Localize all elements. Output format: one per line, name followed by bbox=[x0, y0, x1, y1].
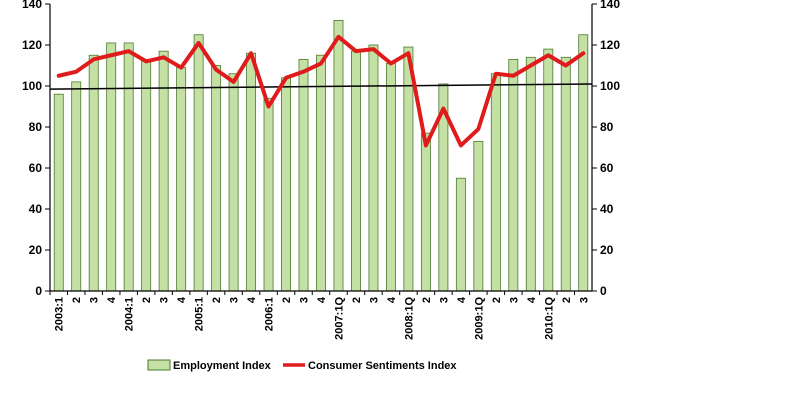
y-tick-label-right: 100 bbox=[600, 79, 620, 93]
legend-swatch-employment bbox=[147, 359, 171, 371]
bar-employment-index bbox=[351, 50, 361, 292]
y-tick-label-left: 80 bbox=[29, 120, 43, 134]
x-tick-label: 4 bbox=[176, 296, 188, 303]
line-consumer-sentiments-index bbox=[56, 34, 586, 148]
x-tick-label: 4 bbox=[316, 296, 328, 303]
x-tick-label: 3 bbox=[438, 297, 450, 303]
bar-employment-index bbox=[106, 42, 117, 292]
x-tick-label: 3 bbox=[89, 297, 101, 303]
bar-employment-index bbox=[298, 58, 309, 292]
y-tick-label-left: 0 bbox=[35, 284, 42, 298]
x-tick-label: 2006:1 bbox=[264, 297, 276, 331]
y-tick-label-right: 120 bbox=[600, 38, 620, 52]
x-tick-label: 4 bbox=[456, 296, 468, 303]
legend: Employment Index Consumer Sentiments Ind… bbox=[147, 359, 457, 372]
bar-employment-index bbox=[71, 81, 82, 292]
x-tick-label: 2 bbox=[281, 297, 293, 303]
x-tick-label: 3 bbox=[229, 297, 241, 303]
x-tick-label: 2010:1Q bbox=[543, 297, 555, 340]
x-tick-label: 2 bbox=[211, 297, 223, 303]
bar-employment-index bbox=[543, 48, 554, 292]
x-tick-label: 2 bbox=[351, 297, 363, 303]
x-tick-label: 4 bbox=[106, 296, 118, 303]
x-tick-label: 3 bbox=[299, 297, 311, 303]
line-group bbox=[56, 34, 586, 148]
x-axis-ticks: 2003:1 2 3 4 2004:1 2 3 4 2005:1 2 3 4 2006:1 2 3 4 2007… bbox=[49, 291, 590, 340]
bar-employment-index bbox=[141, 58, 152, 292]
bar-employment-index bbox=[525, 56, 536, 292]
x-tick-label: 2005:1 bbox=[194, 297, 206, 331]
y-tick-label-left: 120 bbox=[22, 38, 42, 52]
x-tick-label: 2003:1 bbox=[54, 297, 66, 331]
bar-employment-index bbox=[420, 132, 431, 292]
y-axis-left-ticks: 0 20 40 60 80 100 120 140 bbox=[22, 0, 50, 298]
bar-employment-index bbox=[88, 54, 99, 292]
y-tick-label-left: 140 bbox=[22, 0, 42, 11]
bar-employment-index bbox=[490, 73, 501, 292]
x-tick-label: 3 bbox=[508, 297, 520, 303]
legend-label-consumer-sentiments: Consumer Sentiments Index bbox=[308, 360, 457, 372]
trendline-group bbox=[49, 83, 593, 90]
x-tick-label: 2009:1Q bbox=[473, 297, 485, 340]
y-tick-label-left: 60 bbox=[29, 161, 43, 175]
bar-employment-index bbox=[263, 97, 274, 292]
bar-employment-index bbox=[508, 58, 519, 292]
trendline bbox=[49, 83, 593, 90]
x-tick-label: 2 bbox=[141, 297, 153, 303]
bar-employment-index bbox=[193, 34, 204, 292]
bar-employment-index bbox=[176, 67, 187, 292]
bar-employment-index bbox=[246, 52, 257, 292]
x-tick-label: 2 bbox=[561, 297, 573, 303]
y-tick-label-right: 60 bbox=[600, 161, 614, 175]
bar-employment-index bbox=[368, 44, 379, 292]
x-tick-label: 2004:1 bbox=[124, 297, 136, 331]
x-tick-label: 3 bbox=[368, 297, 380, 303]
x-tick-label: 2008:1Q bbox=[403, 297, 415, 340]
x-tick-label: 2 bbox=[421, 297, 433, 303]
x-tick-label: 4 bbox=[526, 296, 538, 303]
bar-employment-index bbox=[123, 42, 134, 292]
bar-employment-index bbox=[316, 54, 326, 292]
x-tick-label: 2 bbox=[491, 297, 503, 303]
legend-label-employment: Employment Index bbox=[173, 360, 272, 372]
y-tick-label-right: 0 bbox=[600, 284, 607, 298]
y-axis-right-ticks: 0 20 40 60 80 100 120 140 bbox=[592, 0, 620, 298]
bar-employment-index bbox=[455, 177, 466, 292]
bar-employment-index bbox=[281, 77, 291, 292]
bar-employment-index bbox=[473, 140, 484, 292]
x-tick-label: 2 bbox=[71, 297, 83, 303]
y-tick-label-left: 40 bbox=[29, 202, 43, 216]
x-tick-label: 3 bbox=[159, 297, 171, 303]
y-tick-label-right: 140 bbox=[600, 0, 620, 11]
bar-employment-index bbox=[578, 34, 589, 292]
bar-employment-index bbox=[211, 65, 222, 292]
axes-group bbox=[49, 4, 593, 292]
y-tick-label-left: 20 bbox=[29, 243, 43, 257]
y-tick-label-right: 20 bbox=[600, 243, 614, 257]
x-tick-label: 2007:1Q bbox=[333, 297, 345, 340]
x-tick-label: 3 bbox=[578, 297, 590, 303]
bar-employment-index bbox=[228, 73, 239, 292]
y-tick-label-left: 100 bbox=[22, 79, 42, 93]
bar-employment-index bbox=[385, 63, 396, 292]
bar-employment-index bbox=[560, 56, 571, 292]
bar-employment-index bbox=[333, 19, 344, 292]
bar-employment-index bbox=[53, 93, 64, 292]
bar-employment-index bbox=[403, 46, 414, 292]
bar-employment-index bbox=[158, 50, 169, 292]
y-tick-label-right: 40 bbox=[600, 202, 614, 216]
y-tick-label-right: 80 bbox=[600, 120, 614, 134]
x-tick-label: 4 bbox=[246, 296, 258, 303]
x-tick-label: 4 bbox=[386, 296, 398, 303]
